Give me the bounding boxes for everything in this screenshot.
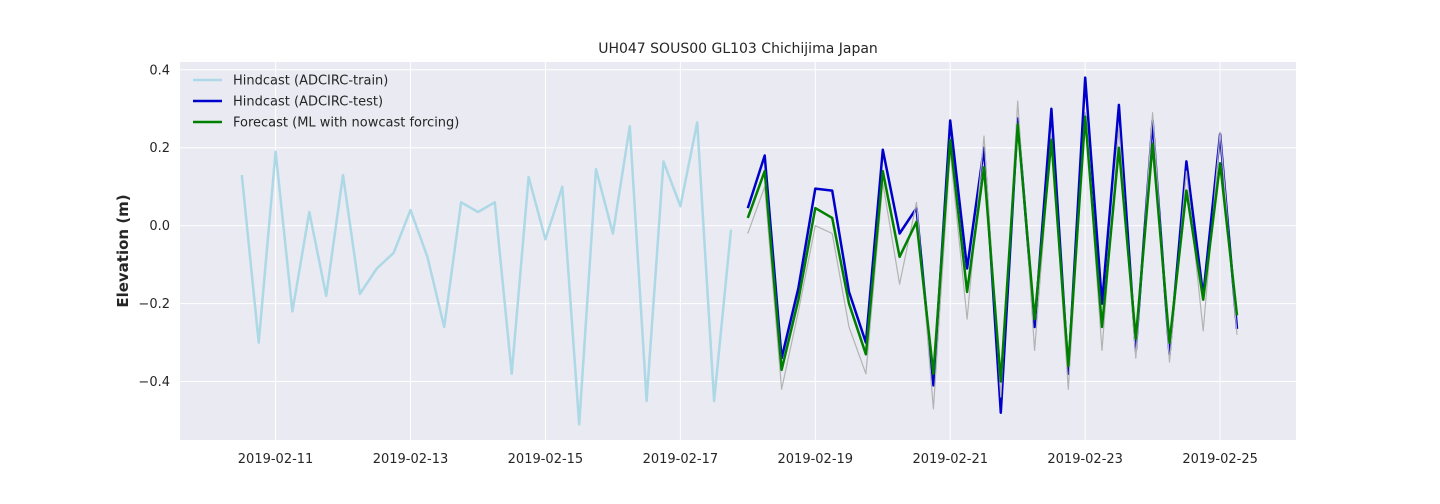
x-tick-label: 2019-02-23 xyxy=(1047,452,1123,467)
series-lines xyxy=(240,76,1239,426)
legend-label: Hindcast (ADCIRC-train) xyxy=(233,74,388,89)
legend-label: Forecast (ML with nowcast forcing) xyxy=(233,116,459,131)
grid-lines xyxy=(180,62,1296,440)
x-tick-label: 2019-02-19 xyxy=(778,452,854,467)
y-tick-label: 0.2 xyxy=(149,141,170,156)
series-line-hindcast-adcirc-train xyxy=(240,121,733,426)
chart-title: UH047 SOUS00 GL103 Chichijima Japan xyxy=(598,41,878,57)
legend: Hindcast (ADCIRC-train) Hindcast (ADCIRC-… xyxy=(193,74,459,131)
x-tick-label: 2019-02-13 xyxy=(373,452,449,467)
y-tick-label: −0.2 xyxy=(138,297,170,312)
x-tick-label: 2019-02-21 xyxy=(912,452,988,467)
y-tick-label: 0.0 xyxy=(149,219,170,234)
y-tick-label: 0.4 xyxy=(149,63,170,78)
x-tick-label: 2019-02-11 xyxy=(238,452,314,467)
y-tick-label: −0.4 xyxy=(138,375,170,390)
x-tick-label: 2019-02-15 xyxy=(508,452,584,467)
x-tick-label: 2019-02-25 xyxy=(1182,452,1258,467)
axis-ticks: 2019-02-11 2019-02-13 2019-02-15 2019-02-17… xyxy=(138,63,1257,467)
legend-label: Hindcast (ADCIRC-test) xyxy=(233,95,383,110)
y-axis-label: Elevation (m) xyxy=(114,194,132,307)
series-line-forecast-ml-with-nowcast-forcing xyxy=(746,115,1239,383)
x-tick-label: 2019-02-17 xyxy=(643,452,719,467)
